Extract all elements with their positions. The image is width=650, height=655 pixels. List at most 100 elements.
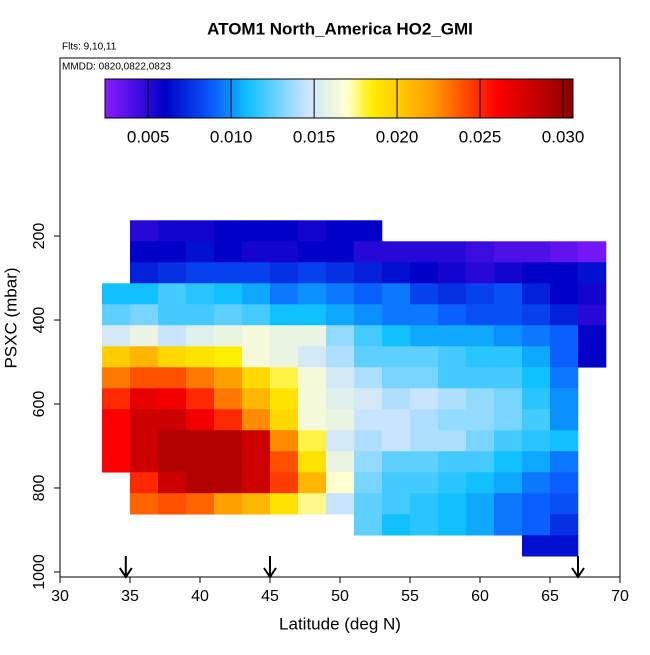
heat-cell — [158, 325, 187, 347]
heat-cell — [186, 472, 215, 494]
heat-cell — [242, 367, 271, 389]
heat-cell — [466, 304, 495, 326]
heat-cell — [578, 241, 607, 263]
heat-cell — [550, 367, 579, 389]
heat-cell — [522, 325, 551, 347]
heat-cell — [382, 451, 411, 473]
heat-cell — [130, 283, 159, 305]
heat-cell — [186, 262, 215, 284]
x-tick-label: 35 — [121, 588, 139, 605]
arrow — [571, 556, 585, 579]
heat-cell — [158, 472, 187, 494]
heat-cell — [270, 346, 299, 368]
heat-cell — [466, 346, 495, 368]
heat-cell — [130, 430, 159, 452]
heat-cell — [382, 346, 411, 368]
heat-cell — [466, 262, 495, 284]
heat-cell — [522, 472, 551, 494]
heat-cell — [158, 220, 187, 242]
heat-cell — [158, 451, 187, 473]
heat-cell — [494, 283, 523, 305]
heat-cell — [326, 346, 355, 368]
x-tick-label: 50 — [331, 588, 349, 605]
heat-cell — [186, 367, 215, 389]
heat-cell — [354, 220, 383, 242]
heat-cell — [326, 304, 355, 326]
heat-cell — [382, 367, 411, 389]
heat-cell — [158, 430, 187, 452]
heat-cell — [494, 472, 523, 494]
heat-cell — [438, 262, 467, 284]
heat-cell — [298, 430, 327, 452]
heat-cell — [354, 472, 383, 494]
colorbar-tick-label: 0.030 — [542, 127, 585, 146]
heat-cell — [410, 304, 439, 326]
heat-cell — [578, 346, 607, 368]
y-axis-label: PSXC (mbar) — [1, 267, 20, 368]
heat-cell — [130, 472, 159, 494]
heat-cell — [326, 283, 355, 305]
colorbar-tick-label: 0.010 — [210, 127, 253, 146]
heat-cell — [214, 451, 243, 473]
heat-cell — [130, 346, 159, 368]
heat-cell — [298, 304, 327, 326]
heat-cell — [242, 325, 271, 347]
heat-cell — [102, 409, 131, 431]
heat-cell — [578, 325, 607, 347]
heat-cell — [214, 346, 243, 368]
heat-cell — [438, 451, 467, 473]
heat-cell — [326, 472, 355, 494]
x-axis-label: Latitude (deg N) — [279, 614, 401, 633]
heat-cell — [522, 346, 551, 368]
heat-cell — [130, 220, 159, 242]
heat-cell — [438, 367, 467, 389]
heat-cell — [326, 430, 355, 452]
heat-cell — [494, 430, 523, 452]
heat-cell — [298, 346, 327, 368]
heat-cell — [298, 325, 327, 347]
heat-cell — [270, 304, 299, 326]
heat-cell — [550, 451, 579, 473]
heat-cell — [186, 304, 215, 326]
heat-cell — [438, 346, 467, 368]
heat-cell — [466, 388, 495, 410]
heat-cell — [214, 472, 243, 494]
heat-cell — [270, 367, 299, 389]
x-tick-label: 60 — [471, 588, 489, 605]
heat-cell — [242, 283, 271, 305]
heat-cell — [382, 325, 411, 347]
heat-cell — [410, 346, 439, 368]
heat-cell — [270, 262, 299, 284]
heat-cell — [270, 451, 299, 473]
heat-cell — [102, 367, 131, 389]
heat-cell — [242, 220, 271, 242]
heat-cell — [298, 409, 327, 431]
heat-cell — [354, 514, 383, 536]
x-tick-label: 55 — [401, 588, 419, 605]
heat-cell — [522, 493, 551, 515]
heat-cell — [158, 493, 187, 515]
heat-cell — [410, 283, 439, 305]
heat-cell — [130, 325, 159, 347]
heat-cell — [242, 409, 271, 431]
heat-cell — [214, 430, 243, 452]
heat-cell — [466, 430, 495, 452]
heat-cell — [270, 241, 299, 263]
x-tick-label: 40 — [191, 588, 209, 605]
heat-cell — [354, 325, 383, 347]
heat-cell — [326, 451, 355, 473]
heat-cell — [382, 472, 411, 494]
heat-cell — [214, 367, 243, 389]
heat-cell — [214, 220, 243, 242]
heat-cell — [466, 325, 495, 347]
arrow — [263, 556, 277, 579]
heat-cell — [130, 493, 159, 515]
heat-cell — [214, 409, 243, 431]
heat-cell — [186, 220, 215, 242]
heat-cell — [102, 346, 131, 368]
heat-cell — [130, 388, 159, 410]
heat-cell — [550, 409, 579, 431]
heat-cell — [130, 451, 159, 473]
heat-cell — [270, 472, 299, 494]
heat-cell — [242, 346, 271, 368]
